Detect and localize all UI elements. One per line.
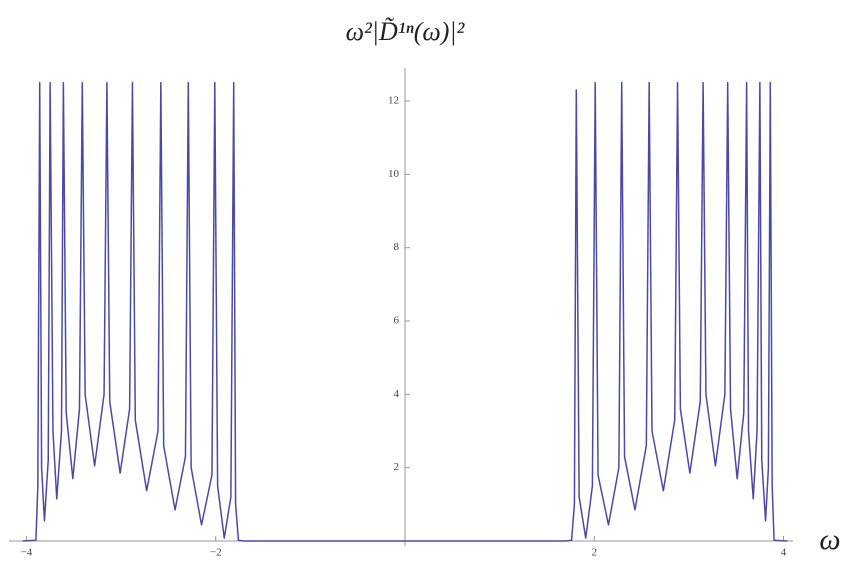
- y-tick-label: 6: [394, 315, 400, 327]
- y-tick-label: 4: [394, 388, 400, 400]
- x-tick-label: 4: [781, 547, 787, 559]
- x-axis-label: ω: [819, 523, 840, 556]
- y-tick-label: 8: [394, 241, 400, 253]
- y-tick-label: 2: [394, 461, 400, 473]
- y-tick-label: 12: [388, 95, 399, 107]
- data-line: [22, 81, 788, 542]
- x-tick-label: 2: [592, 547, 598, 559]
- x-tick-label: −4: [21, 547, 33, 559]
- y-tick-label: 10: [388, 168, 400, 180]
- x-tick-label: −2: [210, 547, 222, 559]
- chart-title: ω²|D̃¹ⁿ(ω)|²: [346, 17, 466, 46]
